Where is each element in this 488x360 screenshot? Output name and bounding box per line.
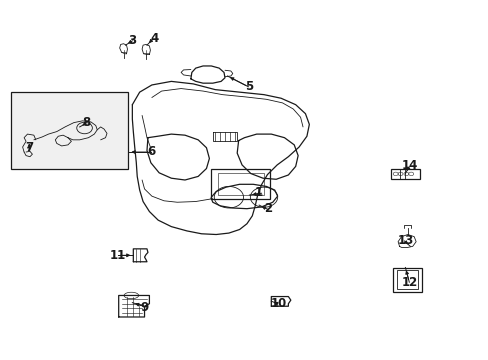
Text: 6: 6 xyxy=(147,145,156,158)
Bar xyxy=(396,270,417,289)
Bar xyxy=(11,92,128,169)
Text: 8: 8 xyxy=(81,116,90,129)
Text: 5: 5 xyxy=(245,80,253,93)
Text: 11: 11 xyxy=(109,249,125,262)
Bar xyxy=(211,169,269,199)
Bar xyxy=(217,173,264,195)
Text: 7: 7 xyxy=(25,141,33,154)
Text: 10: 10 xyxy=(270,297,286,310)
Text: 14: 14 xyxy=(401,159,418,172)
Text: 13: 13 xyxy=(396,234,413,247)
Text: 4: 4 xyxy=(150,32,158,45)
Bar xyxy=(390,168,419,179)
Bar xyxy=(392,267,421,292)
Text: 1: 1 xyxy=(255,186,263,199)
Text: 3: 3 xyxy=(128,33,136,47)
Text: 12: 12 xyxy=(401,276,418,289)
Text: 2: 2 xyxy=(264,202,271,215)
Text: 9: 9 xyxy=(140,301,148,314)
